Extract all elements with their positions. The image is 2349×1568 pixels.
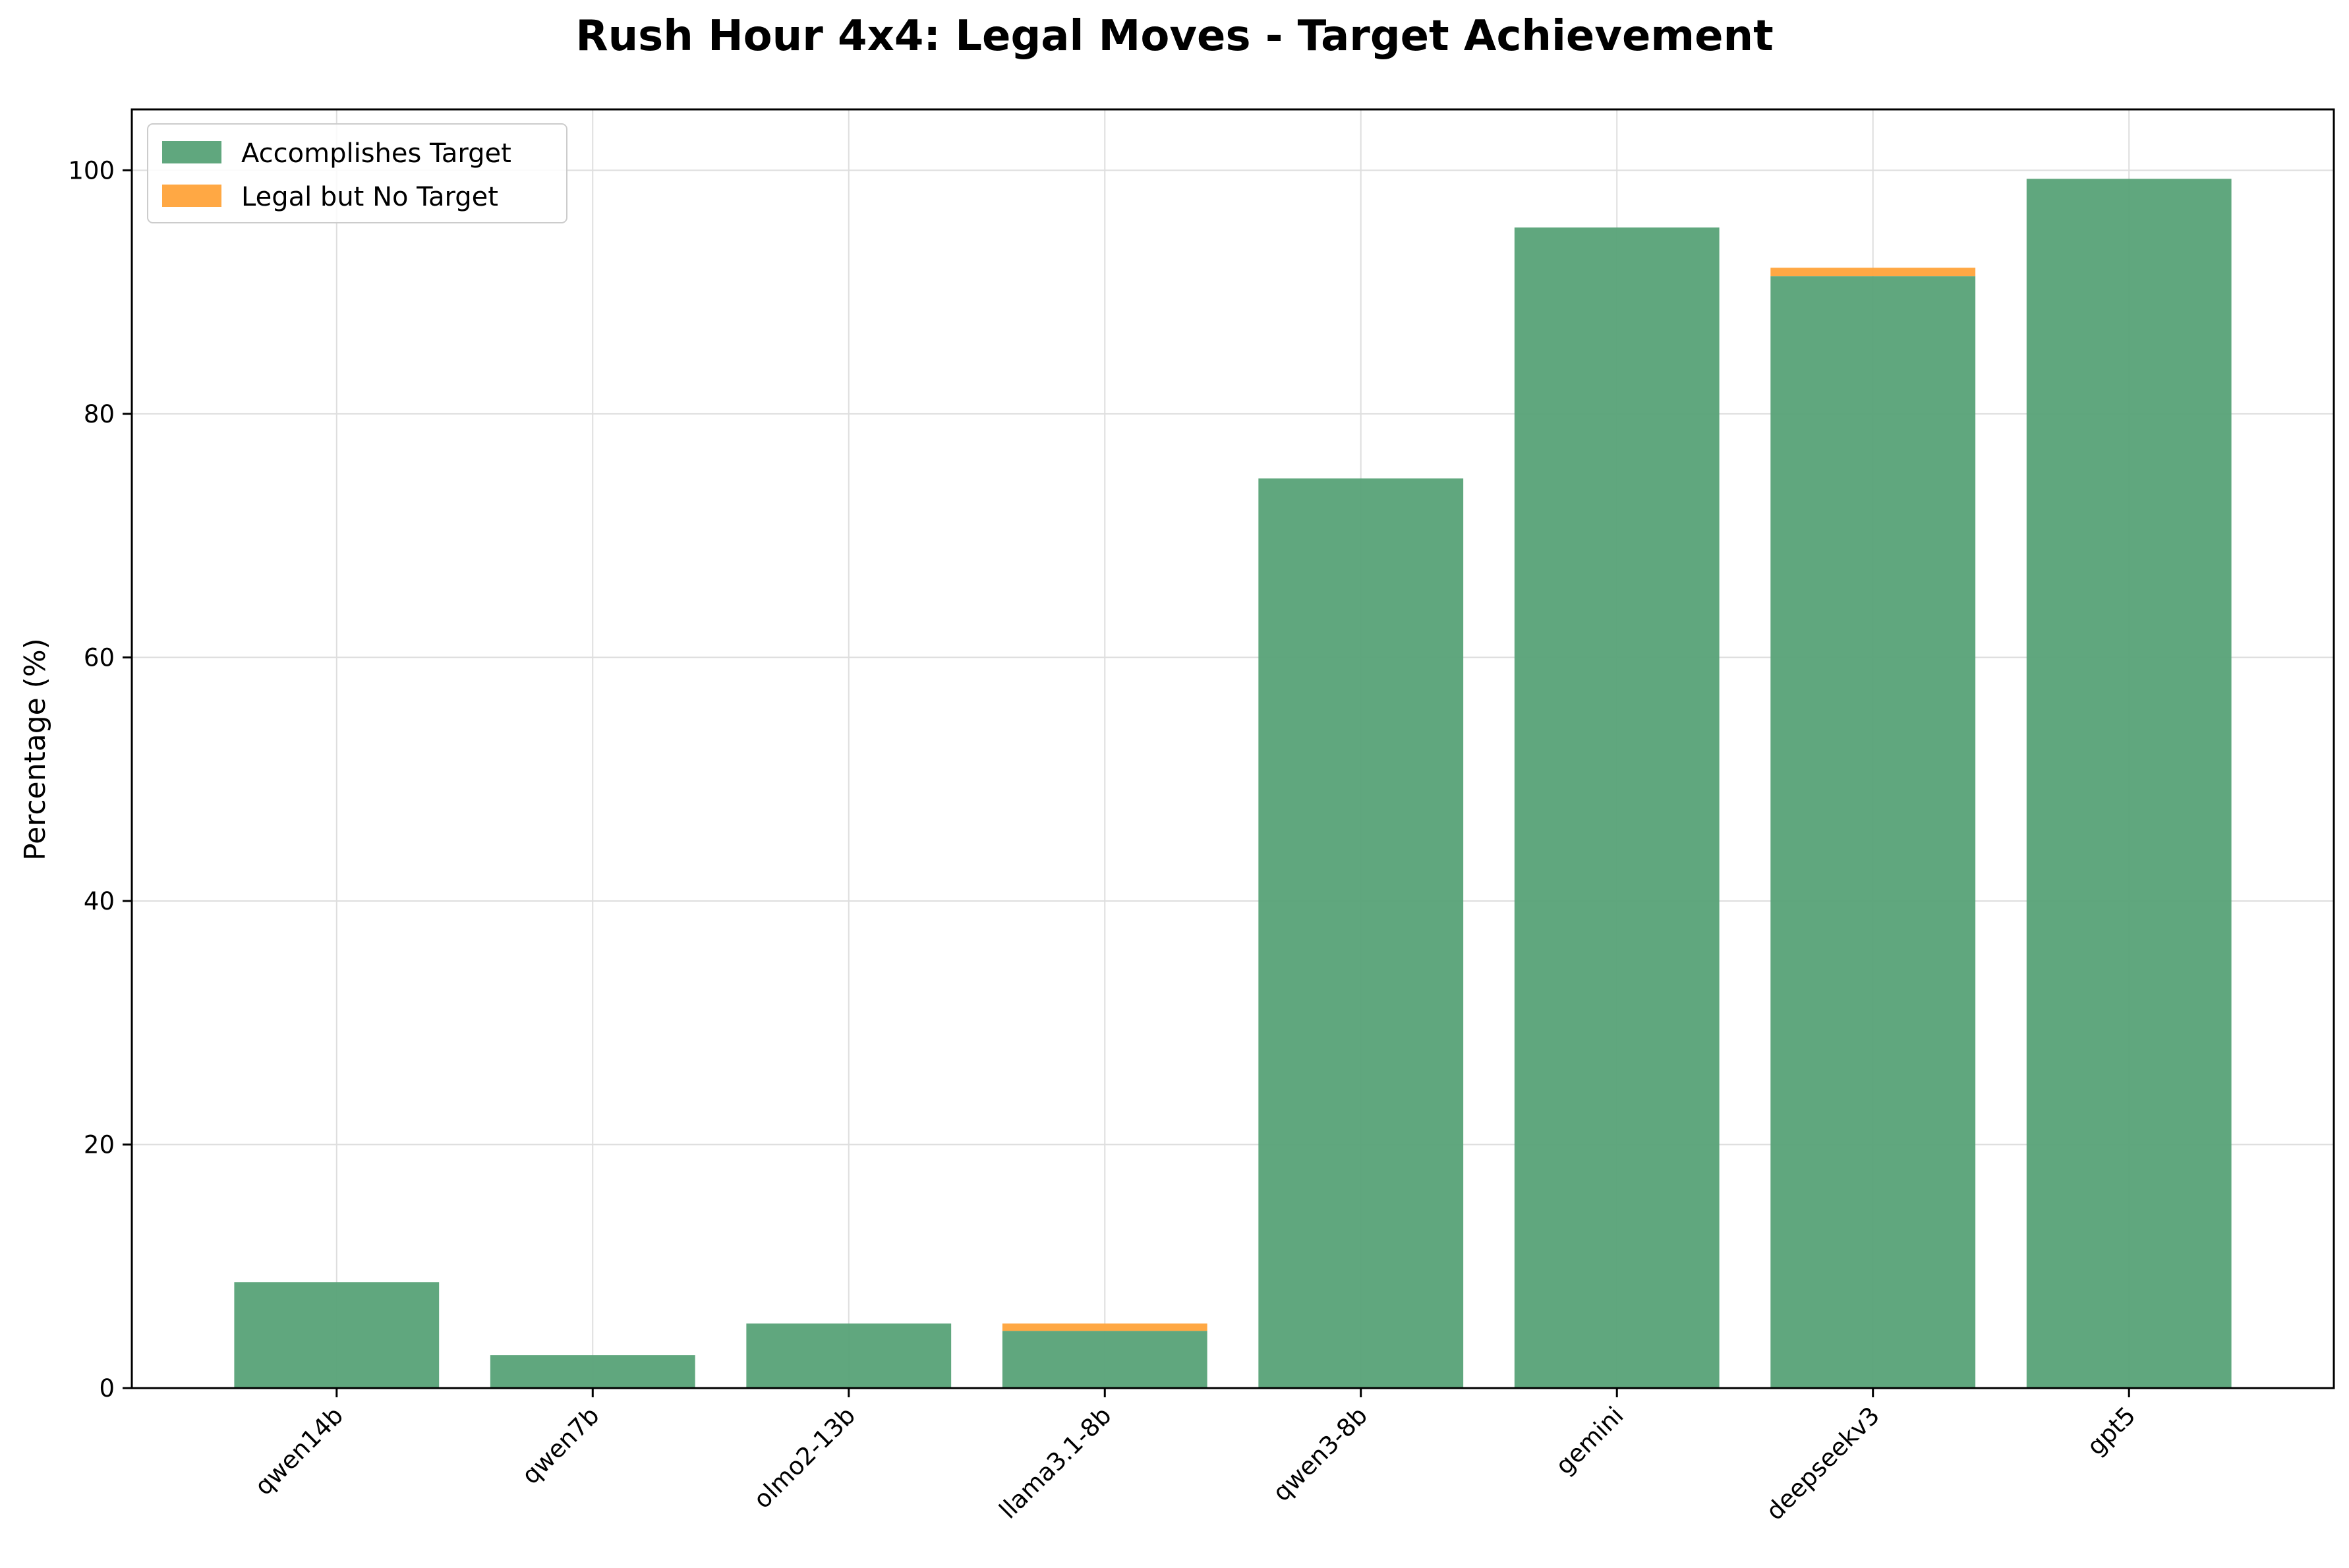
y-tick-label: 20 [84, 1130, 115, 1159]
x-tick-label: gemini [1550, 1401, 1629, 1480]
x-tick-label: qwen14b [249, 1401, 349, 1501]
bar-accomplishes-target-qwen7b [490, 1355, 695, 1388]
x-tick-label: gpt5 [2081, 1401, 2141, 1461]
bars [234, 179, 2232, 1389]
bar-legal-no-target-deepseekv3 [1770, 268, 1976, 277]
bar-accomplishes-target-olmo2-13b [746, 1323, 952, 1388]
legend-label-legal-no-target: Legal but No Target [241, 182, 498, 212]
bar-accomplishes-target-deepseekv3 [1770, 276, 1976, 1389]
x-tick-label: olmo2-13b [748, 1401, 861, 1514]
x-tick-label: qwen7b [516, 1401, 604, 1490]
bar-accomplishes-target-gemini [1514, 227, 1720, 1389]
bar-accomplishes-target-gpt5 [2026, 179, 2232, 1388]
y-tick-label: 80 [84, 400, 115, 428]
y-tick-label: 60 [84, 643, 115, 672]
y-tick-label: 0 [99, 1374, 115, 1403]
legend-swatch-accomplishes-target [162, 141, 221, 163]
grid-lines [132, 109, 2334, 1389]
legend-box [147, 123, 567, 223]
legend-swatch-legal-no-target [162, 185, 221, 207]
y-tick-label: 100 [68, 156, 115, 185]
chart-title: Rush Hour 4x4: Legal Moves - Target Achi… [575, 12, 1773, 61]
x-tick-label: qwen3-8b [1267, 1401, 1373, 1507]
bar-accomplishes-target-llama3.1-8b [1002, 1331, 1207, 1388]
x-tick-label: deepseekv3 [1760, 1401, 1885, 1526]
bar-legal-no-target-llama3.1-8b [1002, 1323, 1207, 1331]
y-axis-label: Percentage (%) [18, 638, 52, 861]
legend: Accomplishes Target Legal but No Target [147, 123, 567, 223]
legend-label-accomplishes-target: Accomplishes Target [241, 138, 511, 169]
bar-accomplishes-target-qwen3-8b [1258, 478, 1464, 1388]
bar-accomplishes-target-qwen14b [234, 1282, 440, 1388]
plot-frame [130, 108, 2335, 1389]
x-tick-label: llama3.1-8b [994, 1401, 1117, 1524]
y-tick-label: 40 [84, 887, 115, 915]
